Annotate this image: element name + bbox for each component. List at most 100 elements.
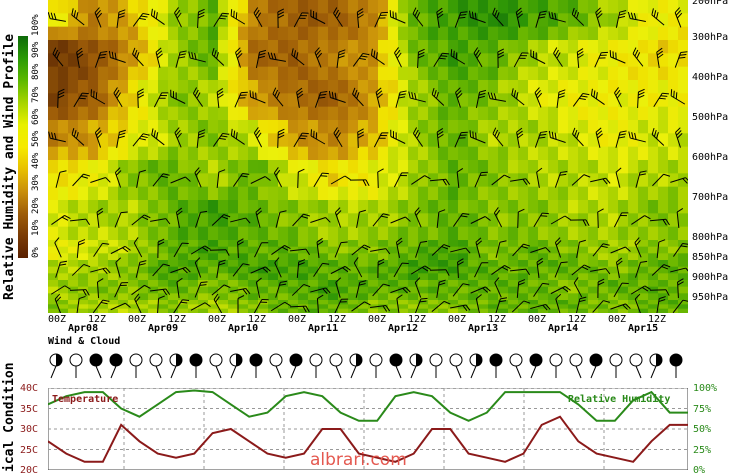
rh-cell xyxy=(658,120,669,134)
rh-cell xyxy=(588,260,599,267)
rh-cell xyxy=(438,80,449,94)
rh-cell xyxy=(478,53,489,67)
rh-cell xyxy=(198,40,209,54)
rh-cell xyxy=(118,40,129,54)
rh-cell xyxy=(268,67,279,81)
rh-cell xyxy=(658,267,669,274)
rh-cell xyxy=(78,27,89,41)
rh-cell xyxy=(328,120,339,134)
rh-cell xyxy=(228,160,239,174)
rh-cell xyxy=(308,120,319,134)
rh-cell xyxy=(578,120,589,134)
rh-cell xyxy=(98,67,109,81)
rh-cell xyxy=(88,120,99,134)
rh-cell xyxy=(588,300,599,305)
rh-cell xyxy=(78,13,89,27)
rh-cell xyxy=(468,67,479,81)
rh-cell xyxy=(488,187,499,201)
rh-cell xyxy=(438,107,449,121)
rh-cell xyxy=(158,309,169,313)
rh-cell xyxy=(218,187,229,201)
rh-cell xyxy=(438,309,449,313)
rh-cell xyxy=(458,53,469,67)
rh-cell xyxy=(558,247,569,254)
rh-cell xyxy=(78,309,89,313)
rh-cell xyxy=(58,107,69,121)
rh-cell xyxy=(498,147,509,161)
rh-cell xyxy=(408,240,419,247)
rh-cell xyxy=(638,67,649,81)
rh-cell xyxy=(308,147,319,161)
rh-cell xyxy=(508,160,519,174)
rh-cell xyxy=(398,40,409,54)
rh-cell xyxy=(498,200,509,214)
rh-cell xyxy=(448,13,459,27)
rh-cell xyxy=(158,40,169,54)
rh-cell xyxy=(428,160,439,174)
rh-cell xyxy=(428,40,439,54)
rh-cell xyxy=(288,287,299,294)
rh-cell xyxy=(438,27,449,41)
rh-cell xyxy=(548,200,559,214)
rh-cell xyxy=(508,273,519,280)
rh-cell xyxy=(228,273,239,280)
rh-cell xyxy=(108,213,119,227)
rh-cell xyxy=(558,0,569,14)
rh-cell xyxy=(578,53,589,67)
wind-cloud-label: Wind & Cloud xyxy=(48,336,120,347)
rh-cell xyxy=(408,13,419,27)
rh-cell xyxy=(368,147,379,161)
rh-cell xyxy=(628,107,639,121)
rh-cell xyxy=(68,260,79,267)
rh-cell xyxy=(598,227,609,241)
rh-cell xyxy=(388,304,399,309)
rh-cell xyxy=(308,304,319,309)
rh-cell xyxy=(328,107,339,121)
rh-cell xyxy=(558,93,569,107)
rh-cell xyxy=(678,213,688,227)
rh-cell xyxy=(608,213,619,227)
rh-cell xyxy=(648,187,659,201)
rh-cell xyxy=(208,253,219,260)
rh-cell xyxy=(478,304,489,309)
rh-cell xyxy=(268,187,279,201)
rh-cell xyxy=(528,227,539,241)
rh-cell xyxy=(298,293,309,300)
rh-cell xyxy=(618,300,629,305)
rh-cell xyxy=(258,253,269,260)
rh-cell xyxy=(118,13,129,27)
rh-cell xyxy=(228,260,239,267)
rh-cell xyxy=(118,107,129,121)
rh-cell xyxy=(458,253,469,260)
rh-cell xyxy=(148,120,159,134)
rh-cell xyxy=(568,187,579,201)
rh-cell xyxy=(68,27,79,41)
rh-cell xyxy=(48,67,59,81)
rh-cell xyxy=(48,309,59,313)
rh-cell xyxy=(588,240,599,247)
rh-cell xyxy=(288,187,299,201)
rh-cell xyxy=(118,309,129,313)
rh-cell xyxy=(608,93,619,107)
rh-cell xyxy=(268,260,279,267)
rh-cell xyxy=(198,107,209,121)
rh-cell xyxy=(608,0,619,14)
rh-cell xyxy=(658,253,669,260)
time-tick: 00Z xyxy=(608,314,626,325)
rh-cell xyxy=(248,260,259,267)
rh-cell xyxy=(138,273,149,280)
rh-cell xyxy=(458,227,469,241)
rh-cell xyxy=(288,120,299,134)
rh-cell xyxy=(108,67,119,81)
rh-cell xyxy=(88,273,99,280)
rh-cell xyxy=(358,80,369,94)
rh-cell xyxy=(128,27,139,41)
rh-cell xyxy=(208,240,219,247)
rh-cell xyxy=(58,287,69,294)
rh-cell xyxy=(578,0,589,14)
rh-cell xyxy=(448,267,459,274)
legend-tick: 60% xyxy=(31,109,41,125)
rh-cell xyxy=(168,300,179,305)
rh-cell xyxy=(618,40,629,54)
rh-cell xyxy=(178,304,189,309)
